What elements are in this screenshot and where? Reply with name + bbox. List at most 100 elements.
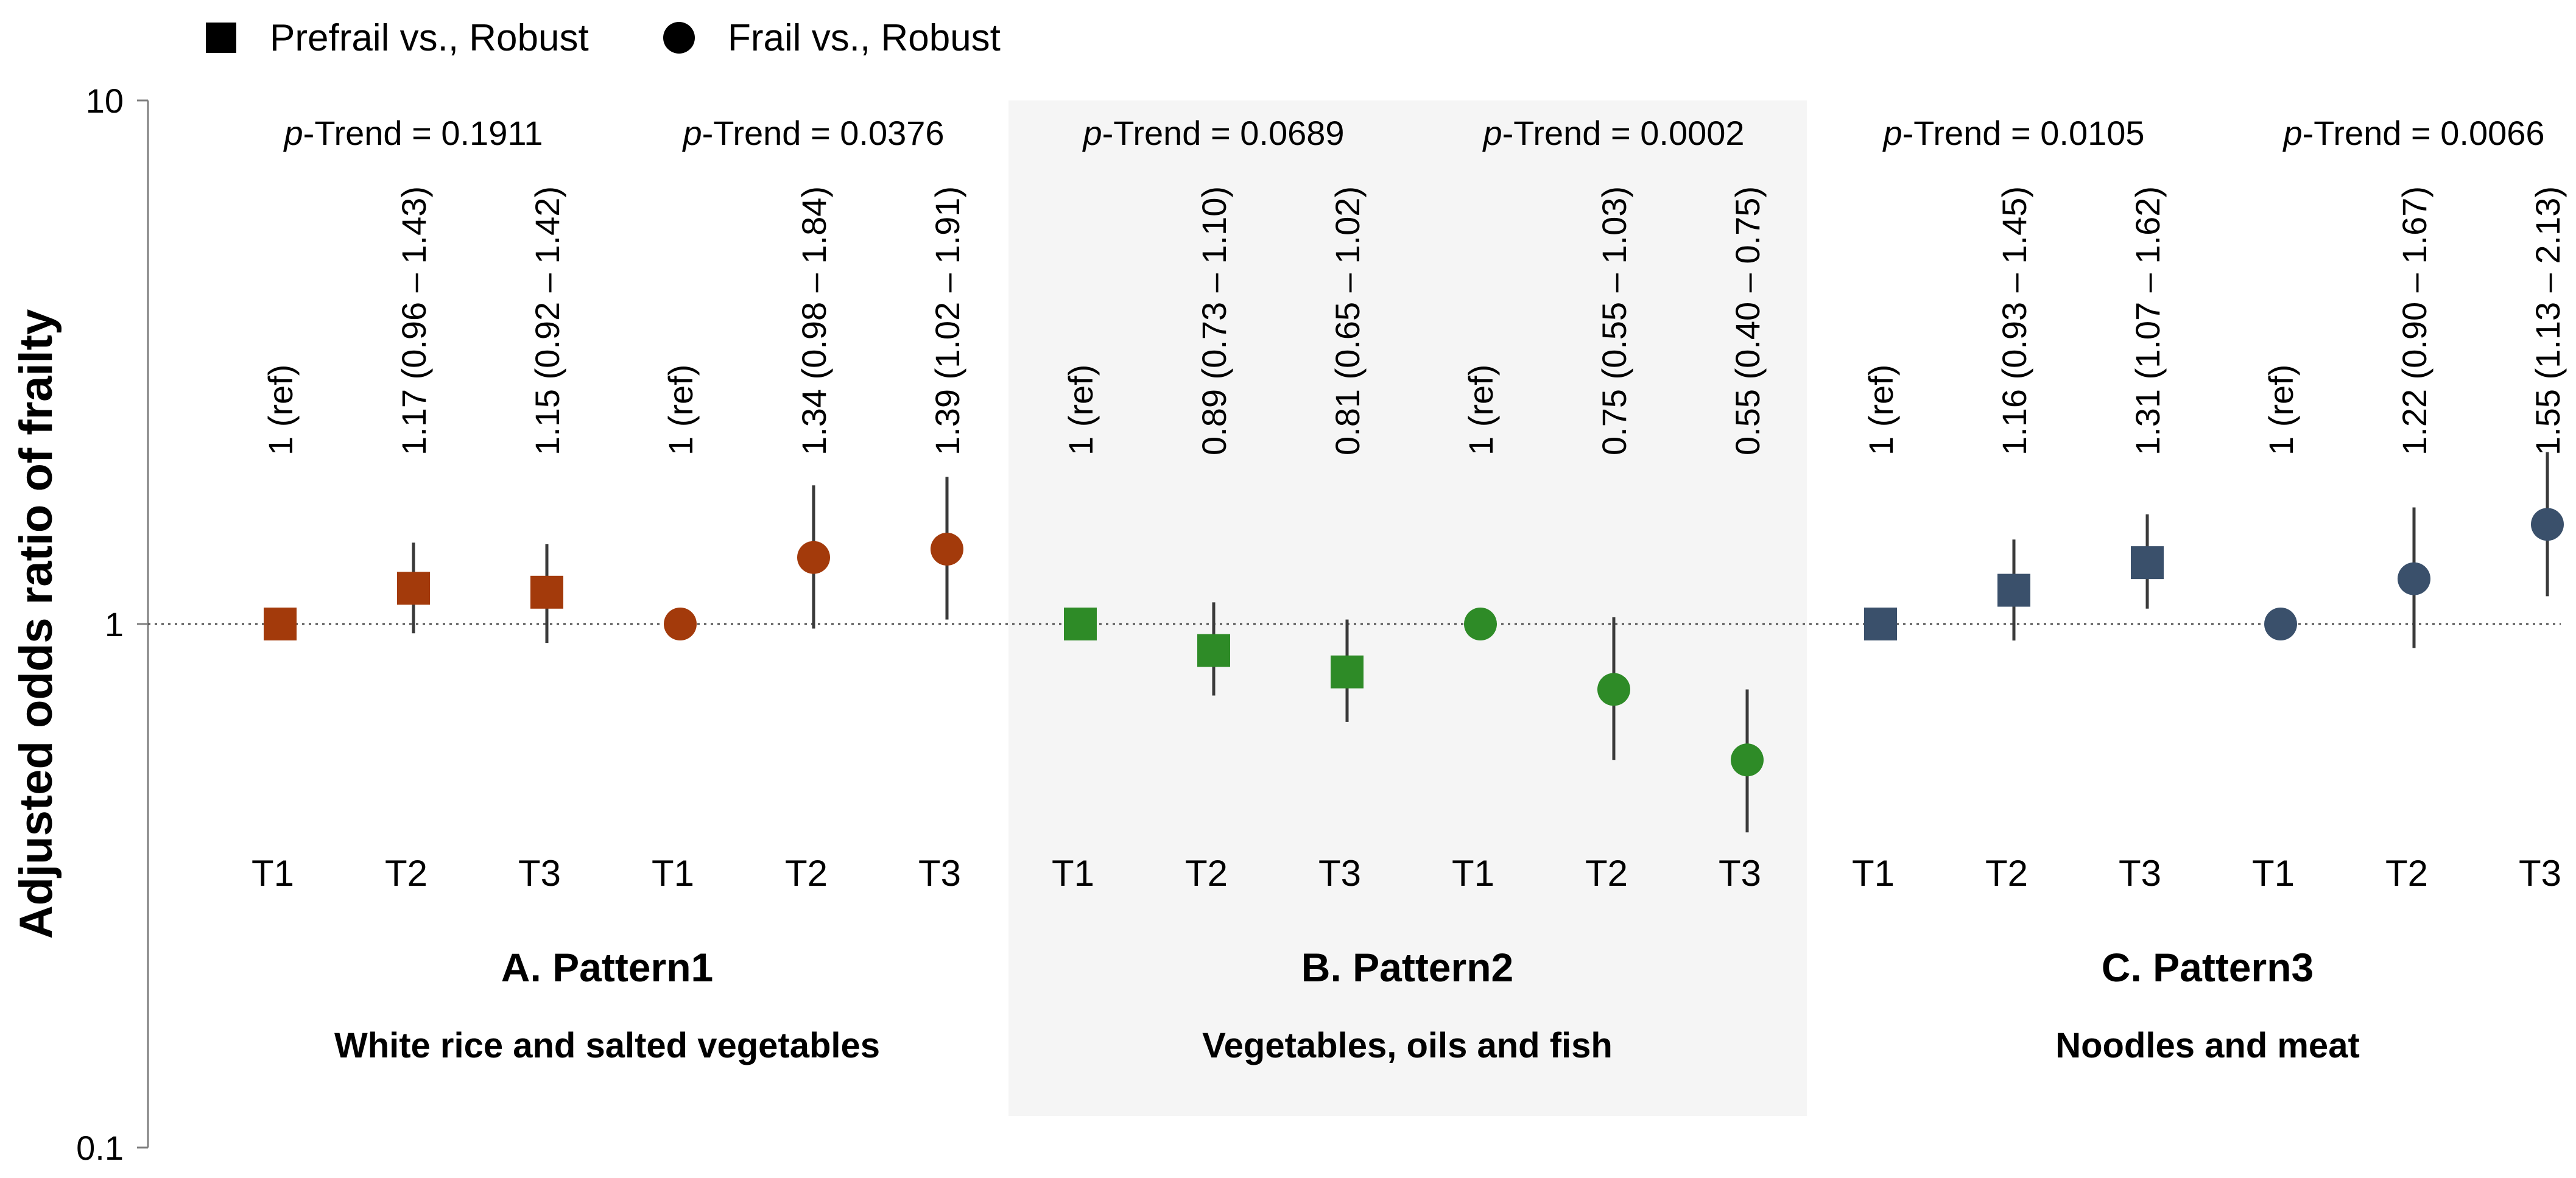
ci-label: 0.75 (0.55 – 1.03)	[1595, 186, 1633, 455]
ci-label: 1.31 (1.07 – 1.62)	[2128, 186, 2167, 455]
panel-subtitle: White rice and salted vegetables	[334, 1026, 880, 1065]
series-group: p-Trend = 0.1911 1 (ref) T1 1.17 (0.96 – 1.…	[252, 114, 566, 894]
legend-label: Prefrail vs., Robust	[270, 17, 589, 59]
data-point: 0.89 (0.73 – 1.10) T2	[1185, 186, 1233, 894]
ci-label: 1 (ref)	[261, 365, 300, 455]
p-trend-italic: p	[283, 114, 303, 152]
data-point: 1 (ref) T1	[1052, 365, 1100, 894]
ci-label: 0.89 (0.73 – 1.10)	[1195, 186, 1233, 455]
square-marker	[1197, 634, 1230, 667]
legend-circle-marker	[663, 22, 695, 54]
tertile-label: T2	[1585, 853, 1628, 894]
legend-item: Prefrail vs., Robust	[206, 17, 589, 59]
legend-label: Frail vs., Robust	[728, 17, 1001, 59]
ci-label: 1 (ref)	[1862, 365, 1900, 455]
panel-subtitle: Vegetables, oils and fish	[1202, 1026, 1613, 1065]
square-marker	[1997, 573, 2030, 607]
ci-label: 1 (ref)	[1462, 365, 1500, 455]
circle-marker	[2398, 562, 2430, 595]
legend-square-marker	[206, 23, 236, 53]
p-trend-italic: p	[1082, 114, 1102, 152]
ci-label: 1.39 (1.02 – 1.91)	[928, 186, 966, 455]
data-point: 1 (ref) T1	[2252, 365, 2300, 894]
panel-title: B. Pattern2	[1301, 945, 1513, 990]
data-point: 1.22 (0.90 – 1.67) T2	[2385, 186, 2433, 894]
square-marker	[1064, 608, 1097, 640]
ci-label: 1.15 (0.92 – 1.42)	[528, 186, 566, 455]
p-trend-label: p-Trend = 0.0105	[1882, 114, 2144, 152]
y-axis: 10 1 0.1 Adjusted odds ratio of frailty	[10, 82, 149, 1167]
data-point: 1 (ref) T1	[652, 365, 700, 894]
series-group: p-Trend = 0.0105 1 (ref) T1 1.16 (0.93 – 1.…	[1852, 114, 2167, 894]
square-marker	[397, 572, 430, 605]
ci-label: 1.34 (0.98 – 1.84)	[795, 186, 833, 455]
series-group: p-Trend = 0.0689 1 (ref) T1 0.89 (0.73 – 1.…	[1052, 114, 1367, 894]
p-trend-label: p-Trend = 0.0002	[1482, 114, 1744, 152]
ci-label: 1.16 (0.93 – 1.45)	[1995, 186, 2033, 455]
data-point: 1 (ref) T1	[252, 365, 300, 894]
circle-marker	[797, 541, 830, 574]
p-trend-value: -Trend = 0.0689	[1102, 114, 1345, 152]
tertile-label: T1	[652, 853, 694, 894]
series-group: p-Trend = 0.0376 1 (ref) T1 1.34 (0.98 – 1.…	[652, 114, 966, 894]
p-trend-value: -Trend = 0.0066	[2303, 114, 2545, 152]
ci-label: 1 (ref)	[2262, 365, 2300, 455]
data-point: 0.81 (0.65 – 1.02) T3	[1318, 186, 1367, 894]
panel-title: A. Pattern1	[501, 945, 713, 990]
square-marker	[1864, 608, 1897, 640]
data-point: 0.75 (0.55 – 1.03) T2	[1585, 186, 1633, 894]
tertile-label: T1	[1452, 853, 1494, 894]
p-trend-italic: p	[1882, 114, 1902, 152]
data-point: 1 (ref) T1	[1452, 365, 1500, 894]
data-point: 1.17 (0.96 – 1.43) T2	[385, 186, 433, 894]
panel-subtitle: Noodles and meat	[2055, 1026, 2360, 1065]
p-trend-value: -Trend = 0.1911	[303, 114, 543, 152]
data-point: 1.39 (1.02 – 1.91) T3	[918, 186, 966, 894]
circle-marker	[664, 608, 697, 640]
square-marker	[2131, 546, 2164, 580]
tertile-label: T2	[385, 853, 428, 894]
ci-label: 1 (ref)	[661, 365, 700, 455]
p-trend-label: p-Trend = 0.1911	[283, 114, 543, 152]
data-point: 1.15 (0.92 – 1.42) T3	[518, 186, 566, 894]
p-trend-italic: p	[1482, 114, 1502, 152]
ci-label: 1.22 (0.90 – 1.67)	[2395, 186, 2433, 455]
p-trend-label: p-Trend = 0.0376	[681, 114, 944, 152]
y-tick-label: 1	[105, 605, 124, 643]
square-marker	[264, 608, 297, 640]
circle-marker	[931, 533, 963, 566]
data-point: 1 (ref) T1	[1852, 365, 1900, 894]
p-trend-italic: p	[681, 114, 702, 152]
square-marker	[1331, 655, 1364, 689]
tertile-label: T3	[518, 853, 561, 894]
data-point: 1.55 (1.13 – 2.13) T3	[2519, 186, 2567, 894]
tertile-label: T2	[1185, 853, 1228, 894]
ci-label: 0.81 (0.65 – 1.02)	[1328, 186, 1367, 455]
tertile-label: T1	[252, 853, 294, 894]
square-marker	[530, 575, 563, 609]
p-trend-label: p-Trend = 0.0689	[1082, 114, 1344, 152]
tertile-label: T2	[2385, 853, 2428, 894]
ci-label: 0.55 (0.40 – 0.75)	[1728, 186, 1767, 455]
tertile-label: T1	[1052, 853, 1094, 894]
tertile-label: T3	[1719, 853, 1761, 894]
circle-marker	[1464, 608, 1497, 640]
series-group: p-Trend = 0.0002 1 (ref) T1 0.75 (0.55 – 1.…	[1452, 114, 1767, 894]
p-trend-label: p-Trend = 0.0066	[2282, 114, 2544, 152]
data-point: 0.55 (0.40 – 0.75) T3	[1719, 186, 1767, 894]
p-trend-value: -Trend = 0.0105	[1902, 114, 2145, 152]
circle-marker	[1597, 673, 1630, 706]
circle-marker	[2531, 508, 2564, 541]
tertile-label: T3	[2519, 853, 2561, 894]
tertile-label: T3	[1318, 853, 1361, 894]
data-point: 1.34 (0.98 – 1.84) T2	[785, 186, 833, 894]
tertile-label: T1	[1852, 853, 1895, 894]
p-trend-value: -Trend = 0.0002	[1502, 114, 1745, 152]
series-group: p-Trend = 0.0066 1 (ref) T1 1.22 (0.90 – 1.…	[2252, 114, 2567, 894]
p-trend-italic: p	[2282, 114, 2302, 152]
